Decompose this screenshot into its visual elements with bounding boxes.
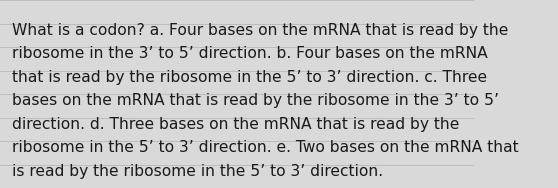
Text: ribosome in the 3’ to 5’ direction. b. Four bases on the mRNA: ribosome in the 3’ to 5’ direction. b. F… — [12, 46, 488, 61]
Text: direction. d. Three bases on the mRNA that is read by the: direction. d. Three bases on the mRNA th… — [12, 117, 459, 132]
Text: is read by the ribosome in the 5’ to 3’ direction.: is read by the ribosome in the 5’ to 3’ … — [12, 164, 383, 179]
Text: What is a codon? a. Four bases on the mRNA that is read by the: What is a codon? a. Four bases on the mR… — [12, 23, 508, 38]
Text: bases on the mRNA that is read by the ribosome in the 3’ to 5’: bases on the mRNA that is read by the ri… — [12, 93, 499, 108]
Text: that is read by the ribosome in the 5’ to 3’ direction. c. Three: that is read by the ribosome in the 5’ t… — [12, 70, 487, 85]
Text: ribosome in the 5’ to 3’ direction. e. Two bases on the mRNA that: ribosome in the 5’ to 3’ direction. e. T… — [12, 140, 518, 155]
